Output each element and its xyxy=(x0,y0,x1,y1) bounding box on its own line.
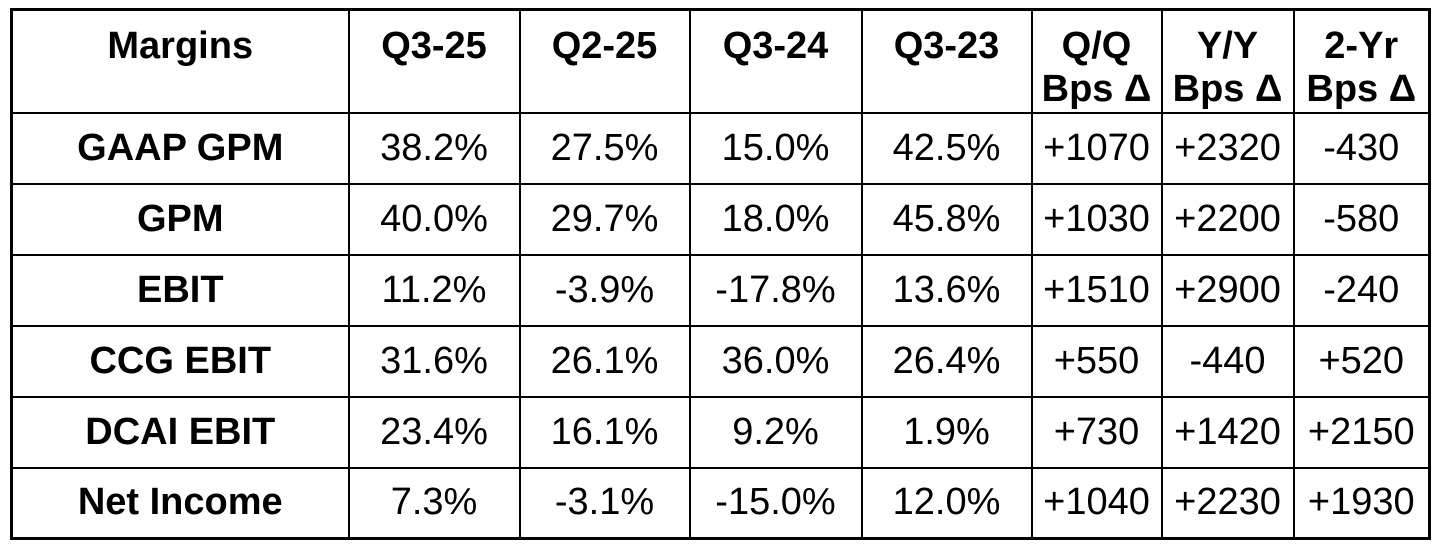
column-header-label: Q3-25 xyxy=(381,25,487,67)
cell: -430 xyxy=(1292,111,1431,185)
column-header-label: Y/Y xyxy=(1196,25,1259,67)
cell: -3.1% xyxy=(518,466,691,540)
column-header-label: 2-Yr xyxy=(1324,25,1399,67)
column-header-label: Q2-25 xyxy=(551,25,658,67)
cell: 26.4% xyxy=(860,324,1033,398)
cell: 9.2% xyxy=(688,395,863,469)
cell: +520 xyxy=(1292,324,1431,398)
cell: 31.6% xyxy=(347,324,521,398)
table-row-dcai-ebit: DCAI EBIT 23.4% 16.1% 9.2% 1.9% +730 +14… xyxy=(10,395,1431,469)
cell: -3.9% xyxy=(518,253,691,327)
cell: +1070 xyxy=(1030,111,1163,185)
row-label: Net Income xyxy=(10,466,350,540)
cell: +2320 xyxy=(1160,111,1295,185)
cell: -440 xyxy=(1160,324,1295,398)
cell: -15.0% xyxy=(688,466,863,540)
column-header-q3-24: Q3-24 xyxy=(688,8,863,114)
cell: +1040 xyxy=(1030,466,1163,540)
cell: +2900 xyxy=(1160,253,1295,327)
cell: 36.0% xyxy=(688,324,863,398)
column-header-label: Q3-24 xyxy=(722,25,829,67)
cell: +2200 xyxy=(1160,182,1295,256)
column-header-yy-bps: Y/Y Bps Δ xyxy=(1160,8,1295,114)
column-header-label: Q/Q xyxy=(1061,25,1132,67)
table-row-net-income: Net Income 7.3% -3.1% -15.0% 12.0% +1040… xyxy=(10,466,1431,540)
cell: 12.0% xyxy=(860,466,1033,540)
cell: 7.3% xyxy=(347,466,521,540)
cell: +1420 xyxy=(1160,395,1295,469)
cell: +1030 xyxy=(1030,182,1163,256)
cell: 40.0% xyxy=(347,182,521,256)
cell: 45.8% xyxy=(860,182,1033,256)
cell: +2150 xyxy=(1292,395,1431,469)
cell: -17.8% xyxy=(688,253,863,327)
column-header-margins: Margins xyxy=(10,8,350,114)
cell: 27.5% xyxy=(518,111,691,185)
cell: 18.0% xyxy=(688,182,863,256)
cell: -580 xyxy=(1292,182,1431,256)
row-label: CCG EBIT xyxy=(10,324,350,398)
cell: +550 xyxy=(1030,324,1163,398)
row-label: GPM xyxy=(10,182,350,256)
margins-table: Margins Q3-25 Q2-25 Q3-24 Q3-23 Q/Q Bps … xyxy=(10,8,1431,540)
cell: -240 xyxy=(1292,253,1431,327)
column-header-q3-23: Q3-23 xyxy=(860,8,1033,114)
cell: 23.4% xyxy=(347,395,521,469)
column-header-subline: Bps Δ xyxy=(1172,67,1283,110)
cell: 13.6% xyxy=(860,253,1033,327)
cell: +2230 xyxy=(1160,466,1295,540)
cell: 38.2% xyxy=(347,111,521,185)
header-row: Margins Q3-25 Q2-25 Q3-24 Q3-23 Q/Q Bps … xyxy=(10,8,1431,114)
column-header-qq-bps: Q/Q Bps Δ xyxy=(1030,8,1163,114)
cell: +1930 xyxy=(1292,466,1431,540)
column-header-subline: Bps Δ xyxy=(1041,67,1152,110)
cell: +730 xyxy=(1030,395,1163,469)
column-header-label: Q3-23 xyxy=(893,25,1000,67)
row-label: DCAI EBIT xyxy=(10,395,350,469)
cell: 42.5% xyxy=(860,111,1033,185)
column-header-label: Margins xyxy=(107,25,254,67)
row-label: EBIT xyxy=(10,253,350,327)
cell: 15.0% xyxy=(688,111,863,185)
cell: +1510 xyxy=(1030,253,1163,327)
table-row-ebit: EBIT 11.2% -3.9% -17.8% 13.6% +1510 +290… xyxy=(10,253,1431,327)
column-header-2yr-bps: 2-Yr Bps Δ xyxy=(1292,8,1431,114)
cell: 29.7% xyxy=(518,182,691,256)
table-row-ccg-ebit: CCG EBIT 31.6% 26.1% 36.0% 26.4% +550 -4… xyxy=(10,324,1431,398)
row-label: GAAP GPM xyxy=(10,111,350,185)
cell: 26.1% xyxy=(518,324,691,398)
cell: 11.2% xyxy=(347,253,521,327)
column-header-subline: Bps Δ xyxy=(1306,67,1417,110)
column-header-q3-25: Q3-25 xyxy=(347,8,521,114)
table-row-gaap-gpm: GAAP GPM 38.2% 27.5% 15.0% 42.5% +1070 +… xyxy=(10,111,1431,185)
cell: 1.9% xyxy=(860,395,1033,469)
column-header-q2-25: Q2-25 xyxy=(518,8,691,114)
cell: 16.1% xyxy=(518,395,691,469)
table-row-gpm: GPM 40.0% 29.7% 18.0% 45.8% +1030 +2200 … xyxy=(10,182,1431,256)
